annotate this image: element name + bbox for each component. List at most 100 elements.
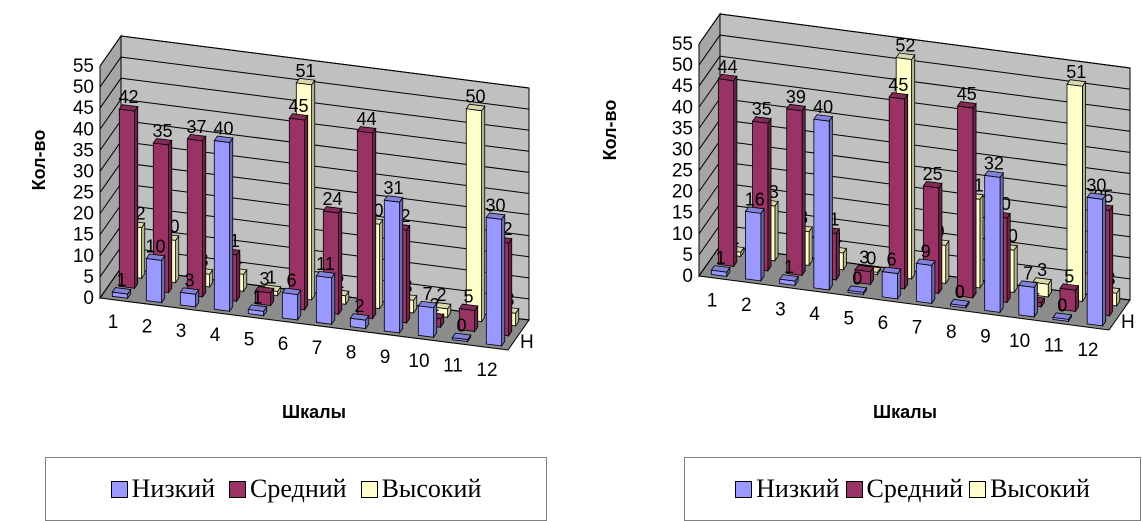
data-label: 1 <box>253 287 263 307</box>
bar-side <box>203 136 206 297</box>
bar <box>146 258 161 302</box>
legend-label-low: Низкий <box>132 474 215 504</box>
chart-right: 0510152025303540455055113840529211035134… <box>571 0 1142 521</box>
data-label: 10 <box>146 236 166 256</box>
x-axis-label: Шкалы <box>873 402 937 422</box>
data-label: 0 <box>955 282 965 302</box>
bar-side <box>135 107 138 289</box>
data-label: 51 <box>296 61 316 81</box>
x-tick-label: 4 <box>809 304 820 325</box>
legend-label-low: Низкий <box>756 474 839 504</box>
y-axis-label: Кол-во <box>600 100 620 161</box>
data-label: 0 <box>852 268 862 288</box>
bar <box>486 217 501 345</box>
data-label: 45 <box>289 96 309 116</box>
bar <box>180 292 195 307</box>
bar-side <box>230 138 233 311</box>
y-tick-label: 50 <box>73 77 94 98</box>
y-tick-label: 10 <box>73 246 94 267</box>
bar-side <box>809 227 812 265</box>
data-label: 1 <box>117 270 127 290</box>
data-label: 51 <box>1066 62 1086 82</box>
bar <box>814 119 829 290</box>
legend-label-medium: Средний <box>250 474 347 504</box>
y-tick-label: 40 <box>672 97 693 118</box>
y-tick-label: 15 <box>672 203 693 224</box>
x-tick-label: 3 <box>176 321 187 342</box>
data-label: 40 <box>214 119 234 139</box>
y-tick-label: 30 <box>73 161 94 182</box>
data-label: 3 <box>185 270 195 290</box>
x-tick-label: 6 <box>878 313 889 334</box>
data-label: 3 <box>859 248 869 268</box>
data-label: 52 <box>895 36 915 56</box>
bar <box>916 263 931 303</box>
y-tick-label: 5 <box>682 245 693 266</box>
data-label: 31 <box>384 178 404 198</box>
bar <box>316 276 331 324</box>
y-tick-label: 35 <box>73 140 94 161</box>
x-tick-label: 10 <box>408 351 429 372</box>
legend-right: Низкий Средний Высокий <box>684 457 1141 521</box>
x-tick-label: 1 <box>108 312 119 333</box>
data-label: 5 <box>464 287 474 307</box>
legend-label-high: Высокий <box>382 474 482 504</box>
bar <box>718 79 733 267</box>
y-tick-label: 45 <box>73 98 94 119</box>
data-label: 9 <box>921 241 931 261</box>
bar-side <box>142 223 145 278</box>
data-label: 16 <box>745 189 765 209</box>
legend-swatch-low <box>111 481 128 498</box>
depth-label: H <box>1121 312 1135 333</box>
y-tick-label: 30 <box>672 139 693 160</box>
bar-side <box>1082 82 1085 302</box>
chart-right-plot: 0510152025303540455055113840529211035134… <box>571 0 1142 450</box>
bar <box>958 106 973 298</box>
x-tick-label: 1 <box>707 290 718 311</box>
bar-side <box>434 303 437 337</box>
y-tick-label: 25 <box>73 183 94 204</box>
x-tick-label: 12 <box>1077 340 1098 361</box>
data-label: 37 <box>187 117 207 137</box>
legend-swatch-high <box>969 481 986 498</box>
bar-side <box>946 241 949 283</box>
data-label: 0 <box>1057 295 1067 315</box>
bar-side <box>912 55 915 279</box>
bar-side <box>829 117 832 290</box>
bar-side <box>373 128 376 318</box>
bar-side <box>802 106 805 275</box>
data-label: 6 <box>287 271 297 291</box>
x-tick-label: 2 <box>142 317 153 338</box>
legend-item-high: Высокий <box>969 474 1090 504</box>
data-label: 1 <box>716 248 726 268</box>
bar-side <box>905 95 908 289</box>
bar-side <box>169 140 172 292</box>
y-axis-label: Кол-во <box>29 130 49 191</box>
bar <box>214 141 229 312</box>
data-label: 7 <box>423 284 433 304</box>
legend-item-low: Низкий <box>111 474 215 504</box>
data-label: 50 <box>466 87 486 107</box>
bar <box>985 175 1000 312</box>
data-label: 24 <box>323 189 343 209</box>
x-tick-label: 2 <box>741 295 752 316</box>
bar-side <box>1000 173 1003 312</box>
data-label: 25 <box>923 164 943 184</box>
bar-side <box>332 273 335 324</box>
x-tick-label: 7 <box>912 317 923 338</box>
data-label: 40 <box>813 97 833 117</box>
y-tick-label: 40 <box>73 119 94 140</box>
y-tick-label: 55 <box>672 34 693 55</box>
bar-side <box>761 209 764 281</box>
bar-side <box>1034 283 1037 317</box>
bar-side <box>1007 214 1010 303</box>
bar <box>119 109 134 288</box>
legend-item-medium: Средний <box>846 474 964 504</box>
data-label: 32 <box>984 153 1004 173</box>
bar <box>882 272 897 299</box>
bar-side <box>237 250 240 301</box>
bar-side <box>509 239 512 336</box>
x-tick-label: 11 <box>1044 335 1064 356</box>
depth-label: H <box>520 332 534 353</box>
x-tick-label: 11 <box>443 356 463 377</box>
